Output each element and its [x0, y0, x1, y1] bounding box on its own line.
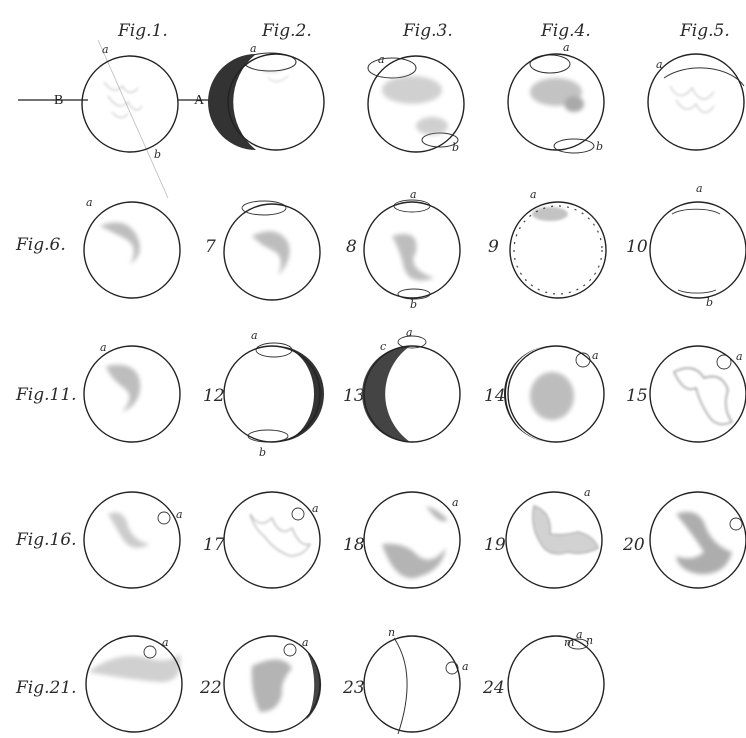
fig-21-disc	[85, 635, 183, 733]
fig-12-point-b: b	[259, 446, 266, 459]
fig-15-point-a: a	[736, 350, 743, 363]
fig-19-number: 19	[484, 535, 506, 555]
fig-13-disc	[362, 335, 461, 443]
fig-10-disc	[649, 201, 746, 299]
fig-24-point-m: m	[564, 636, 574, 649]
fig-13-point-c: c	[380, 340, 386, 353]
fig-23-point-a: a	[462, 660, 469, 673]
fig-5-disc	[647, 53, 745, 151]
fig-11-disc	[83, 345, 181, 443]
fig-20-number: 20	[622, 535, 645, 555]
fig-20-disc	[649, 491, 746, 589]
fig-21-label: Fig.21.	[15, 678, 77, 698]
fig-6-disc	[83, 201, 181, 299]
fig-9-point-a: a	[530, 188, 537, 201]
fig-1-disc	[18, 39, 213, 199]
fig-18-point-a: a	[452, 496, 459, 509]
fig-22-point-a: a	[302, 636, 309, 649]
fig-8-disc	[363, 199, 461, 300]
fig-14-point-a: a	[592, 349, 599, 362]
fig-10-point-b: b	[706, 296, 713, 309]
fig-8-point-a: a	[410, 188, 417, 201]
fig-13-point-a: a	[406, 326, 413, 339]
fig-12-number: 12	[203, 386, 225, 406]
fig-1-label: Fig.1.	[117, 21, 168, 41]
fig-8-point-b: b	[410, 298, 417, 311]
fig-4-point-b: b	[596, 140, 603, 153]
fig-23-disc	[363, 635, 461, 735]
fig-17-disc	[223, 491, 321, 589]
fig-7-number: 7	[205, 237, 216, 257]
fig-11-label: Fig.11.	[15, 385, 77, 405]
fig-8-number: 8	[346, 237, 357, 257]
fig-19-point-a: a	[584, 486, 591, 499]
fig-18-number: 18	[343, 535, 365, 555]
fig-3-point-b: b	[452, 141, 459, 154]
fig-7-disc	[223, 200, 321, 301]
fig-1-point-b: b	[154, 148, 161, 161]
fig-21-point-a: a	[162, 636, 169, 649]
fig-6-label: Fig.6.	[15, 235, 66, 255]
fig-24-point-n: n	[586, 634, 593, 647]
fig-2-disc	[208, 52, 325, 151]
fig-2-point-a: a	[250, 42, 257, 55]
fig-9-disc	[509, 201, 607, 299]
fig-23-point-n: n	[388, 626, 395, 639]
fig-3-point-a: a	[378, 53, 385, 66]
fig-6-point-a: a	[86, 196, 93, 209]
fig-10-point-a: a	[696, 182, 703, 195]
fig-18-disc	[363, 491, 461, 589]
fig-15-disc	[649, 345, 746, 443]
fig-2-label: Fig.2.	[261, 21, 312, 41]
axis-label-a: A	[194, 93, 205, 108]
fig-17-number: 17	[203, 535, 225, 555]
fig-5-label: Fig.5.	[679, 21, 730, 41]
fig-16-label: Fig.16.	[15, 530, 77, 550]
fig-4-disc	[507, 53, 605, 154]
fig-24-number: 24	[482, 678, 505, 698]
fig-3-disc	[367, 55, 465, 153]
fig-5-point-a: a	[656, 58, 663, 71]
fig-1-point-a: a	[102, 43, 109, 56]
fig-24-point-a: a	[576, 628, 583, 641]
fig-17-point-a: a	[312, 502, 319, 515]
fig-16-point-a: a	[176, 508, 183, 521]
fig-22-number: 22	[199, 678, 222, 698]
fig-13-number: 13	[343, 386, 365, 406]
fig-11-point-a: a	[100, 341, 107, 354]
fig-10-number: 10	[626, 237, 648, 257]
axis-label-b: B	[54, 93, 63, 108]
fig-16-disc	[83, 491, 181, 589]
fig-3-label: Fig.3.	[402, 21, 453, 41]
fig-14-disc	[504, 345, 605, 443]
fig-24-disc	[507, 635, 605, 733]
fig-15-number: 15	[626, 386, 648, 406]
fig-9-number: 9	[488, 237, 499, 257]
fig-12-disc	[223, 342, 324, 443]
fig-14-number: 14	[484, 386, 506, 406]
fig-19-disc	[505, 491, 603, 589]
fig-22-disc	[223, 635, 322, 733]
fig-4-point-a: a	[563, 41, 570, 54]
fig-12-point-a: a	[251, 329, 258, 342]
fig-23-number: 23	[342, 678, 365, 698]
fig-4-label: Fig.4.	[540, 21, 591, 41]
